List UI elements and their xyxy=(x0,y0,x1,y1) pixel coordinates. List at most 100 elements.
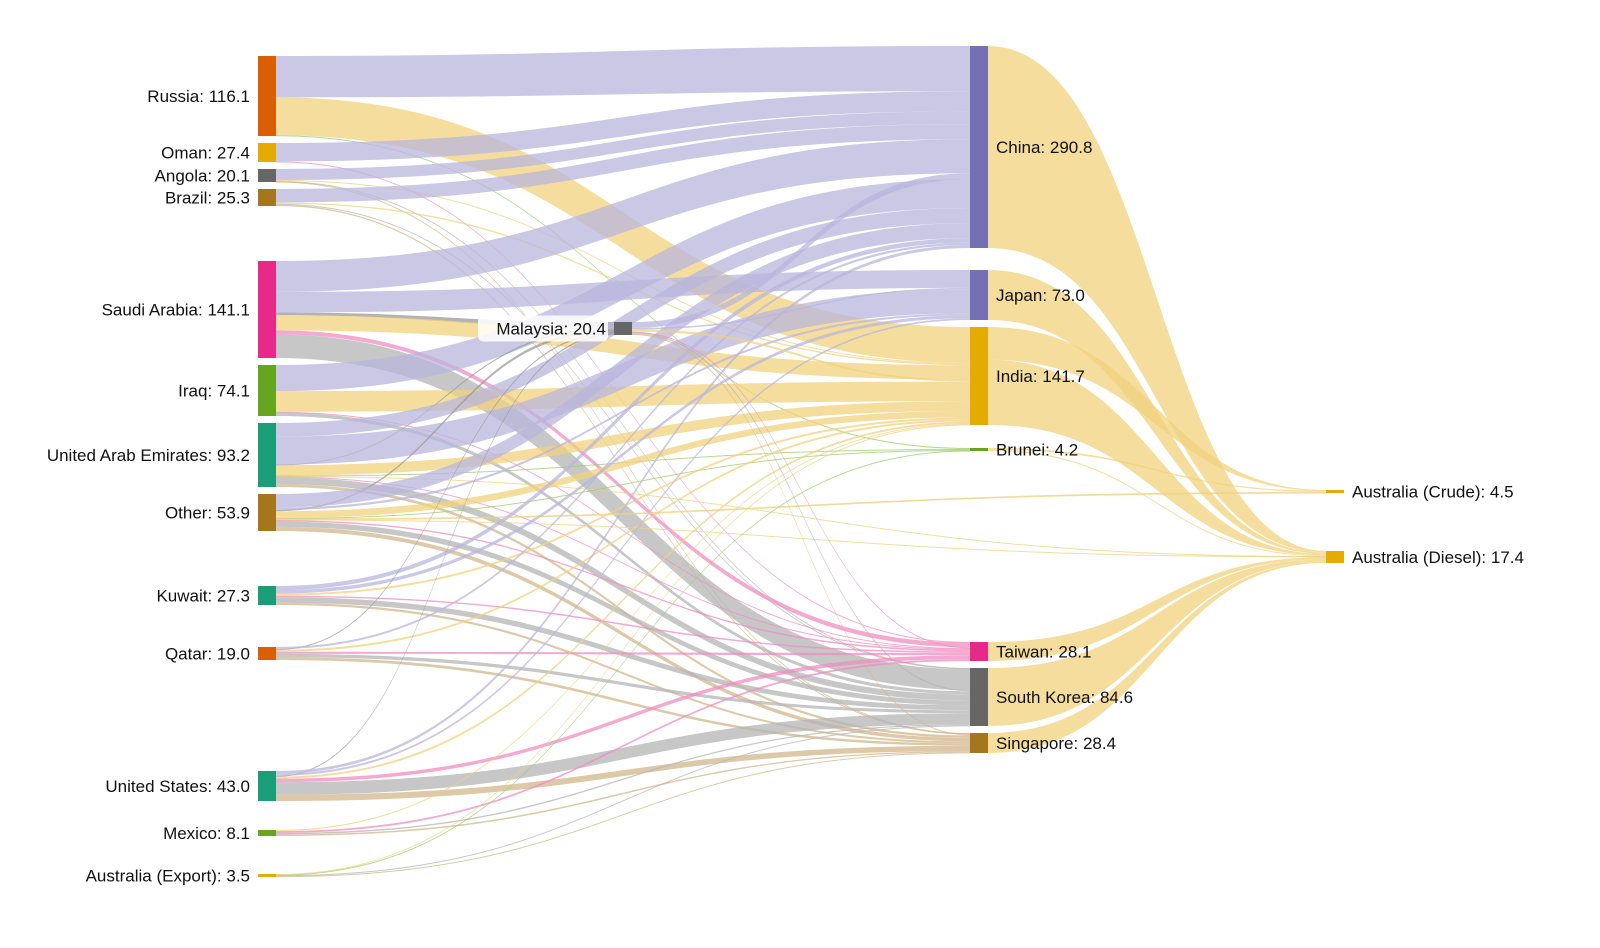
link-ausexp-to-brunei[interactable] xyxy=(276,450,970,876)
link-us-to-china[interactable] xyxy=(276,244,970,774)
link-brunei-to-auscrude[interactable] xyxy=(988,448,1326,492)
node-taiwan[interactable] xyxy=(970,642,988,661)
link-uae-to-taiwan[interactable] xyxy=(276,476,970,650)
link-ausexp-to-skorea[interactable] xyxy=(276,725,970,877)
link-kuwait-to-singapore[interactable] xyxy=(276,602,970,744)
link-brazil-to-china[interactable] xyxy=(276,124,970,203)
node-oman[interactable] xyxy=(258,143,276,162)
link-other-to-skorea[interactable] xyxy=(276,521,970,706)
link-uae-to-malaysia[interactable] xyxy=(276,327,614,466)
link-qatar-to-malaysia[interactable] xyxy=(276,332,614,651)
link-other-to-taiwan[interactable] xyxy=(276,520,970,652)
link-india-to-ausdiesel[interactable] xyxy=(988,359,1326,556)
link-qatar-to-taiwan[interactable] xyxy=(276,651,970,656)
link-other-to-malaysia[interactable] xyxy=(276,329,614,512)
node-brunei[interactable] xyxy=(970,448,988,451)
link-kuwait-to-taiwan[interactable] xyxy=(276,595,970,653)
node-ausexp[interactable] xyxy=(258,874,276,877)
link-angola-to-china[interactable] xyxy=(276,111,970,180)
link-us-to-singapore[interactable] xyxy=(276,745,970,801)
node-ausdiesel[interactable] xyxy=(1326,551,1344,563)
link-us-to-taiwan[interactable] xyxy=(276,655,970,783)
node-angola[interactable] xyxy=(258,169,276,182)
link-us-to-japan[interactable] xyxy=(276,318,970,776)
link-kuwait-to-japan[interactable] xyxy=(276,315,970,594)
node-saudi[interactable] xyxy=(258,261,276,358)
link-qatar-to-china[interactable] xyxy=(276,242,970,650)
node-us[interactable] xyxy=(258,771,276,801)
link-qatar-to-skorea[interactable] xyxy=(276,653,970,714)
link-mexico-to-india[interactable] xyxy=(276,423,970,832)
link-malaysia-to-skorea[interactable] xyxy=(632,332,970,692)
link-other-to-singapore[interactable] xyxy=(276,526,970,742)
link-malaysia-to-japan[interactable] xyxy=(632,287,970,330)
link-uae-to-skorea[interactable] xyxy=(276,477,970,701)
link-malaysia-to-india[interactable] xyxy=(632,329,970,382)
node-japan[interactable] xyxy=(970,270,988,320)
link-us-to-skorea[interactable] xyxy=(276,713,970,795)
node-kuwait[interactable] xyxy=(258,586,276,605)
link-qatar-to-singapore[interactable] xyxy=(276,657,970,746)
link-iraq-to-taiwan[interactable] xyxy=(276,411,970,650)
node-label-taiwan: Taiwan: 28.1 xyxy=(996,643,1091,662)
link-angola-to-skorea[interactable] xyxy=(276,180,970,669)
link-russia-to-china[interactable] xyxy=(276,46,970,98)
link-taiwan-to-ausdiesel[interactable] xyxy=(988,557,1326,661)
link-mexico-to-singapore[interactable] xyxy=(276,751,970,836)
node-skorea[interactable] xyxy=(970,668,988,726)
link-iraq-to-skorea[interactable] xyxy=(276,412,970,695)
link-us-to-india[interactable] xyxy=(276,421,970,779)
link-angola-to-singapore[interactable] xyxy=(276,181,970,734)
node-mexico[interactable] xyxy=(258,830,276,836)
label-background xyxy=(478,315,608,342)
link-qatar-to-india[interactable] xyxy=(276,419,970,652)
link-ausexp-to-singapore[interactable] xyxy=(276,752,970,878)
link-oman-to-china[interactable] xyxy=(276,91,970,162)
link-saudi-to-india[interactable] xyxy=(276,315,970,380)
link-china-to-ausdiesel[interactable] xyxy=(988,46,1326,553)
link-brazil-to-singapore[interactable] xyxy=(276,204,970,735)
node-uae[interactable] xyxy=(258,423,276,487)
link-saudi-to-taiwan[interactable] xyxy=(276,330,970,648)
link-uae-to-india[interactable] xyxy=(276,401,970,476)
link-saudi-to-china[interactable] xyxy=(276,139,970,292)
node-malaysia[interactable] xyxy=(614,322,632,335)
node-russia[interactable] xyxy=(258,56,276,136)
link-mexico-to-skorea[interactable] xyxy=(276,724,970,835)
link-uae-to-ausdiesel[interactable] xyxy=(276,476,1326,558)
node-label-us: United States: 43.0 xyxy=(105,777,250,796)
link-skorea-to-ausdiesel[interactable] xyxy=(988,559,1326,726)
link-india-to-auscrude[interactable] xyxy=(988,327,1326,491)
node-auscrude[interactable] xyxy=(1326,490,1344,493)
link-malaysia-to-taiwan[interactable] xyxy=(632,331,970,649)
node-brazil[interactable] xyxy=(258,189,276,206)
node-iraq[interactable] xyxy=(258,365,276,416)
link-iraq-to-china[interactable] xyxy=(276,179,970,392)
node-label-uae: United Arab Emirates: 93.2 xyxy=(47,446,250,465)
node-label-oman: Oman: 27.4 xyxy=(161,144,250,163)
link-ausexp-to-india[interactable] xyxy=(276,424,970,875)
link-us-to-malaysia[interactable] xyxy=(276,333,614,777)
node-qatar[interactable] xyxy=(258,647,276,660)
link-other-to-india[interactable] xyxy=(276,411,970,519)
link-singapore-to-ausdiesel[interactable] xyxy=(988,561,1326,753)
link-mexico-to-taiwan[interactable] xyxy=(276,659,970,833)
link-other-to-auscrude[interactable] xyxy=(276,491,1326,520)
link-other-to-ausdiesel[interactable] xyxy=(276,519,1326,558)
link-kuwait-to-india[interactable] xyxy=(276,417,970,596)
node-india[interactable] xyxy=(970,327,988,425)
link-malaysia-to-singapore[interactable] xyxy=(632,333,970,736)
link-other-to-china[interactable] xyxy=(276,223,970,508)
link-uae-to-japan[interactable] xyxy=(276,289,970,465)
node-china[interactable] xyxy=(970,46,988,248)
link-other-to-brunei[interactable] xyxy=(276,449,970,520)
link-brunei-to-ausdiesel[interactable] xyxy=(988,449,1326,557)
node-other[interactable] xyxy=(258,494,276,531)
link-angola-to-india[interactable] xyxy=(276,179,970,364)
node-singapore[interactable] xyxy=(970,733,988,753)
link-other-to-japan[interactable] xyxy=(276,313,970,510)
link-kuwait-to-china[interactable] xyxy=(276,238,970,591)
link-other-to-auscrude[interactable] xyxy=(276,492,1326,521)
link-saudi-to-skorea[interactable] xyxy=(276,334,970,691)
link-malaysia-to-china[interactable] xyxy=(632,173,970,328)
